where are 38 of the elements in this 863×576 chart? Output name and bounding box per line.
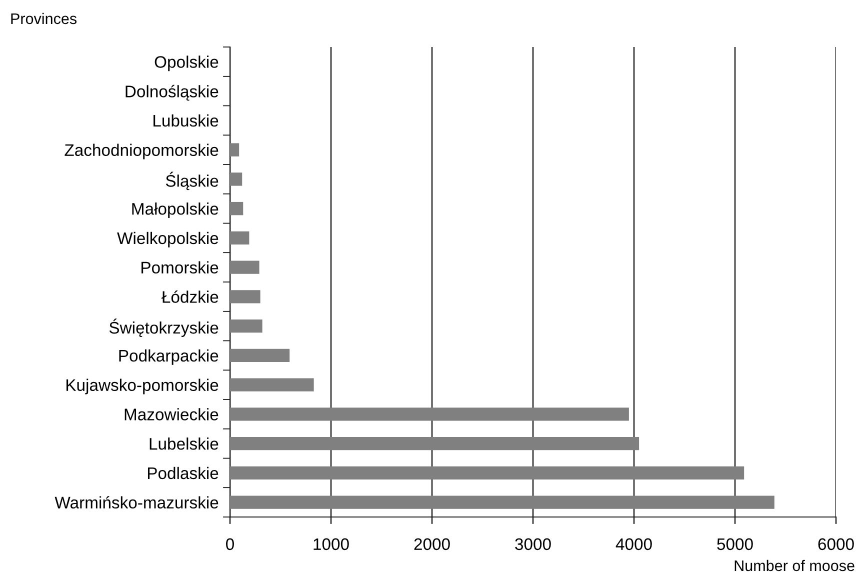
bar bbox=[230, 319, 262, 333]
y-tick-label: Lubuskie bbox=[154, 114, 218, 127]
y-tick-label: Małopolskie bbox=[132, 202, 218, 218]
y-tick-label: Zachodniopomorskie bbox=[64, 144, 218, 160]
bar bbox=[230, 436, 640, 450]
x-tick-label: 1000 bbox=[314, 538, 349, 550]
bar bbox=[230, 143, 240, 156]
y-tick-label: Mazowieckie bbox=[124, 408, 218, 420]
bar bbox=[230, 378, 314, 392]
bar bbox=[230, 496, 774, 509]
bar bbox=[230, 408, 629, 421]
y-tick-label: Warmińsko-mazurskie bbox=[54, 496, 218, 509]
bar bbox=[230, 348, 290, 362]
y-tick-label: Łódzkie bbox=[162, 290, 218, 303]
bar bbox=[230, 172, 242, 186]
bar bbox=[230, 290, 260, 304]
y-tick-label: Kujawsko-pomorskie bbox=[66, 378, 218, 394]
y-tick-label: Opolskie bbox=[154, 56, 218, 72]
y-tick-label: Wielkopolskie bbox=[117, 232, 218, 248]
x-tick-label: 6000 bbox=[818, 538, 854, 550]
x-axis-title: Number of moose bbox=[734, 560, 854, 572]
y-tick-label: Śląskie bbox=[166, 172, 218, 190]
y-tick-label: Pomorskie bbox=[142, 261, 218, 274]
x-tick-label: 0 bbox=[226, 538, 234, 550]
y-tick-label: Podkarpackie bbox=[119, 349, 218, 365]
x-tick-label: 4000 bbox=[616, 538, 652, 550]
y-tick-label: Dolnośląskie bbox=[126, 84, 218, 101]
x-tick-label: 3000 bbox=[515, 538, 551, 550]
y-tick-label: Lubelskie bbox=[150, 438, 218, 450]
y-axis-title: Provinces bbox=[11, 12, 77, 24]
bar bbox=[230, 466, 744, 480]
y-tick-label: Podlaskie bbox=[148, 466, 218, 480]
bar bbox=[230, 202, 244, 216]
y-tick-label: Świętokrzyskie bbox=[109, 318, 218, 338]
bar bbox=[230, 231, 250, 245]
bar bbox=[230, 260, 260, 274]
x-tick-label: 5000 bbox=[717, 538, 753, 550]
x-tick-label: 2000 bbox=[414, 538, 450, 550]
